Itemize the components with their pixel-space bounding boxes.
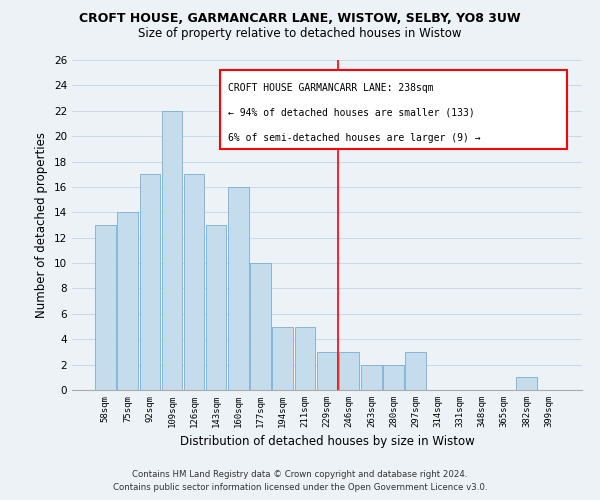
Bar — [118, 212, 138, 390]
Bar — [272, 326, 293, 390]
Bar — [161, 111, 182, 390]
Bar — [184, 174, 204, 390]
Bar — [339, 352, 359, 390]
X-axis label: Distribution of detached houses by size in Wistow: Distribution of detached houses by size … — [179, 436, 475, 448]
Bar — [516, 378, 536, 390]
Bar — [206, 225, 226, 390]
Text: Contains HM Land Registry data © Crown copyright and database right 2024.
Contai: Contains HM Land Registry data © Crown c… — [113, 470, 487, 492]
Bar — [361, 364, 382, 390]
Bar — [250, 263, 271, 390]
Text: 6% of semi-detached houses are larger (9) →: 6% of semi-detached houses are larger (9… — [227, 132, 480, 142]
Bar — [228, 187, 248, 390]
Text: CROFT HOUSE GARMANCARR LANE: 238sqm: CROFT HOUSE GARMANCARR LANE: 238sqm — [227, 83, 433, 93]
Bar — [295, 326, 315, 390]
Bar — [140, 174, 160, 390]
Bar — [95, 225, 116, 390]
Bar — [406, 352, 426, 390]
Bar — [383, 364, 404, 390]
Bar — [317, 352, 337, 390]
Y-axis label: Number of detached properties: Number of detached properties — [35, 132, 49, 318]
Text: CROFT HOUSE, GARMANCARR LANE, WISTOW, SELBY, YO8 3UW: CROFT HOUSE, GARMANCARR LANE, WISTOW, SE… — [79, 12, 521, 26]
FancyBboxPatch shape — [220, 70, 567, 149]
Text: ← 94% of detached houses are smaller (133): ← 94% of detached houses are smaller (13… — [227, 108, 474, 118]
Text: Size of property relative to detached houses in Wistow: Size of property relative to detached ho… — [138, 28, 462, 40]
